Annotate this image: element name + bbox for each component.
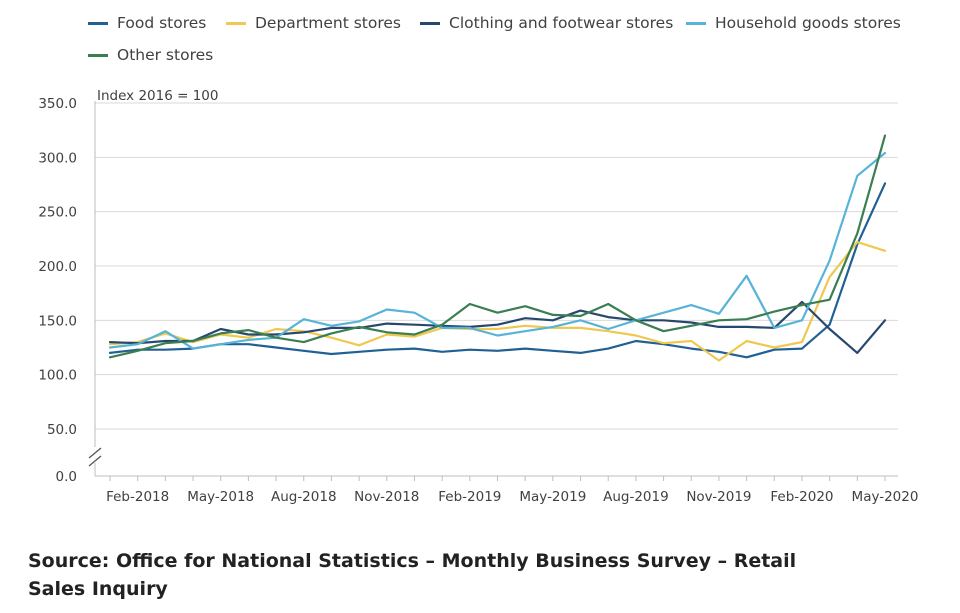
x-tick-label: Nov-2018 bbox=[354, 489, 419, 505]
source-note: Source: Office for National Statistics –… bbox=[28, 550, 797, 600]
x-tick-label: Aug-2019 bbox=[603, 489, 669, 505]
y-axis-label: Index 2016 = 100 bbox=[97, 88, 218, 104]
y-tick-label: 50.0 bbox=[47, 422, 77, 438]
gridlines bbox=[95, 102, 898, 430]
legend-item: Department stores bbox=[226, 14, 401, 32]
legend-swatch bbox=[88, 21, 108, 25]
line-chart: 0.0 50.0 100.0 150.0 200.0 250.0 300.0 350.0 Fe… bbox=[38, 88, 919, 505]
y-tick-label: 150.0 bbox=[38, 313, 77, 329]
x-tick-label: May-2020 bbox=[852, 489, 919, 505]
x-axis: Feb-2018 May-2018 Aug-2018 Nov-2018 Feb-2019… bbox=[95, 475, 919, 505]
y-axis: 0.0 50.0 100.0 150.0 200.0 250.0 300.0 350.0 bbox=[38, 96, 102, 485]
x-tick-label: Nov-2019 bbox=[686, 489, 751, 505]
series-line-food-stores bbox=[108, 182, 887, 359]
y-tick-label: 0.0 bbox=[56, 469, 77, 485]
x-tick-label: May-2018 bbox=[187, 489, 254, 505]
series-lines bbox=[108, 134, 887, 362]
y-tick-label: 300.0 bbox=[38, 150, 77, 166]
legend-label: Household goods stores bbox=[715, 14, 901, 32]
legend-item: Clothing and footwear stores bbox=[420, 14, 673, 32]
legend-label: Other stores bbox=[117, 46, 214, 64]
series-line-department-stores bbox=[108, 241, 887, 362]
series-line-clothing-and-footwear-stores bbox=[108, 300, 887, 354]
x-tick-label: May-2019 bbox=[519, 489, 586, 505]
x-tick-label: Aug-2018 bbox=[271, 489, 337, 505]
series-line-other-stores bbox=[108, 134, 887, 359]
series-line-household-goods-stores bbox=[108, 151, 887, 350]
legend-label: Food stores bbox=[117, 14, 207, 32]
x-tick-label: Feb-2019 bbox=[438, 489, 501, 505]
legend-label: Clothing and footwear stores bbox=[449, 14, 674, 32]
legend-swatch bbox=[226, 21, 246, 25]
y-tick-label: 100.0 bbox=[38, 368, 77, 384]
legend-item: Household goods stores bbox=[686, 14, 901, 32]
y-tick-label: 350.0 bbox=[38, 96, 77, 112]
x-tick-label: Feb-2020 bbox=[770, 489, 833, 505]
legend-swatch bbox=[88, 53, 108, 57]
x-tick-label: Feb-2018 bbox=[106, 489, 169, 505]
legend-item: Other stores bbox=[88, 46, 213, 64]
y-tick-label: 200.0 bbox=[38, 259, 77, 275]
axis-break-mark bbox=[88, 447, 102, 459]
legend-item: Food stores bbox=[88, 14, 206, 32]
legend-label: Department stores bbox=[255, 14, 402, 32]
y-tick-label: 250.0 bbox=[38, 205, 77, 221]
legend-swatch bbox=[686, 21, 706, 25]
axis-break-mark bbox=[88, 455, 102, 467]
legend-swatch bbox=[420, 21, 440, 25]
